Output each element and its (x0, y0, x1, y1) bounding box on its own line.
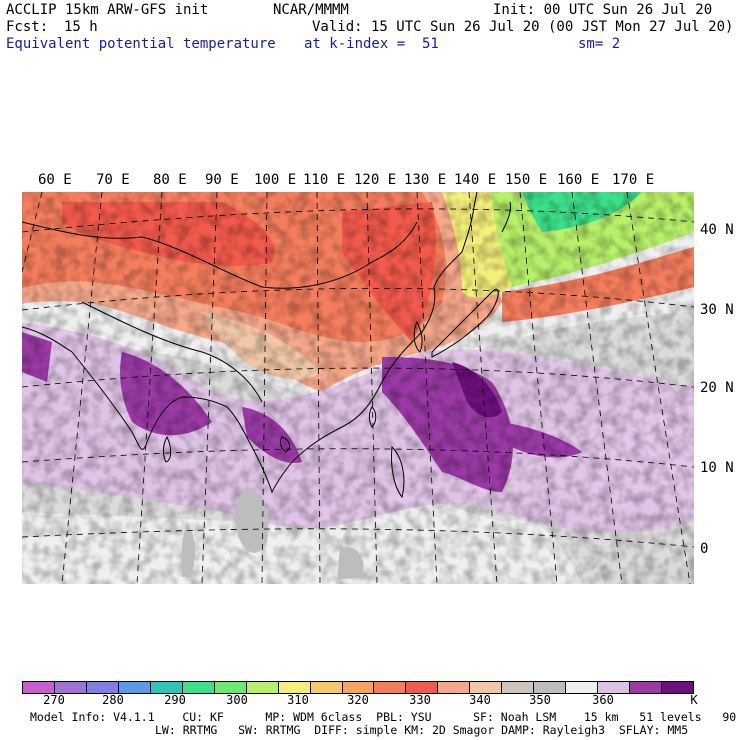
lon-label: 170 E (612, 172, 655, 188)
lon-label: 130 E (404, 172, 447, 188)
colorbar-swatch (502, 682, 535, 693)
lat-label: 30 N (700, 302, 734, 318)
colorbar-swatch (470, 682, 503, 693)
colorbar-tick: 290 (164, 693, 186, 707)
colorbar-swatch (374, 682, 407, 693)
colorbar-swatch (182, 682, 215, 693)
colorbar-swatch (598, 682, 631, 693)
colorbar-swatch (246, 682, 279, 693)
init-time: Init: 00 UTC Sun 26 Jul 20 (493, 2, 713, 18)
colorbar-swatch (214, 682, 247, 693)
coastlines (22, 192, 511, 499)
colorbar-swatch (406, 682, 439, 693)
lon-label: 100 E (254, 172, 297, 188)
model-info-line2: LW: RRTMG SW: RRTMG DIFF: simple KM: 2D … (155, 723, 689, 737)
colorbar-swatch (438, 682, 471, 693)
sri-lanka (163, 435, 172, 463)
japan (431, 289, 499, 358)
colorbar-swatch (534, 682, 567, 693)
field-name: Equivalent potential temperature (6, 36, 276, 52)
colorbar-swatch (150, 682, 183, 693)
lon-label: 120 E (354, 172, 397, 188)
graticule (22, 192, 694, 584)
forecast-label: Fcst: (6, 19, 49, 35)
land-sumatra (181, 522, 195, 577)
colorbar-tick: 360 (592, 693, 614, 707)
colorbar-swatch (118, 682, 151, 693)
colorbar-swatch (23, 682, 55, 693)
colorbar-swatch (86, 682, 119, 693)
lon-label: 80 E (153, 172, 187, 188)
smoothing: sm= 2 (578, 36, 621, 52)
lon-label: 60 E (38, 172, 72, 188)
philippines (391, 445, 405, 499)
forecast-hour: 15 h (64, 19, 98, 35)
land-malay (235, 487, 269, 553)
field-texture (22, 192, 694, 584)
lon-label: 140 E (454, 172, 497, 188)
colorbar-tick: 300 (226, 693, 248, 707)
lon-label: 150 E (505, 172, 548, 188)
colorbar-tick: 280 (102, 693, 124, 707)
lat-label: 20 N (700, 380, 734, 396)
colorbar-swatch (54, 682, 87, 693)
colorbar-swatch (310, 682, 343, 693)
level-index: at k-index = 51 (304, 36, 439, 52)
korea (413, 320, 423, 353)
land-borneo (337, 546, 364, 580)
model-info-line1: Model Info: V4.1.1 CU: KF MP: WDM 6class… (30, 710, 740, 724)
colorbar-tick: 270 (43, 693, 65, 707)
colorbar-swatch (630, 682, 663, 693)
lat-label: 40 N (700, 222, 734, 238)
meridian-60e (22, 192, 43, 273)
colorbar-tick: 350 (529, 693, 551, 707)
colorbar-unit: K (690, 693, 698, 707)
valid-time: Valid: 15 UTC Sun 26 Jul 20 (00 JST Mon … (312, 19, 734, 35)
colorbar-swatch (278, 682, 311, 693)
colorbar-tick: 320 (347, 693, 369, 707)
colorbar-tick: 310 (287, 693, 309, 707)
lon-label: 160 E (557, 172, 600, 188)
lon-label: 110 E (303, 172, 346, 188)
lat-label: 10 N (700, 460, 734, 476)
org-label: NCAR/MMMM (273, 2, 349, 18)
theta-e-map (22, 192, 694, 584)
border-himalaya (81, 301, 263, 403)
colorbar (22, 681, 694, 694)
colorbar-swatch (662, 682, 694, 693)
hainan (279, 436, 290, 453)
colorbar-tick: 340 (469, 693, 491, 707)
model-title: ACCLIP 15km ARW-GFS init (6, 2, 209, 18)
border-north (22, 221, 418, 289)
colorbar-tick: 330 (409, 693, 431, 707)
lat-label: 0 (700, 541, 709, 557)
lon-label: 90 E (205, 172, 239, 188)
asia-coast (22, 192, 478, 494)
colorbar-swatch (566, 682, 599, 693)
meridian-170e (626, 192, 691, 584)
taiwan (368, 406, 377, 428)
sakhalin (501, 201, 511, 233)
lon-label: 70 E (96, 172, 130, 188)
colorbar-swatch (342, 682, 375, 693)
